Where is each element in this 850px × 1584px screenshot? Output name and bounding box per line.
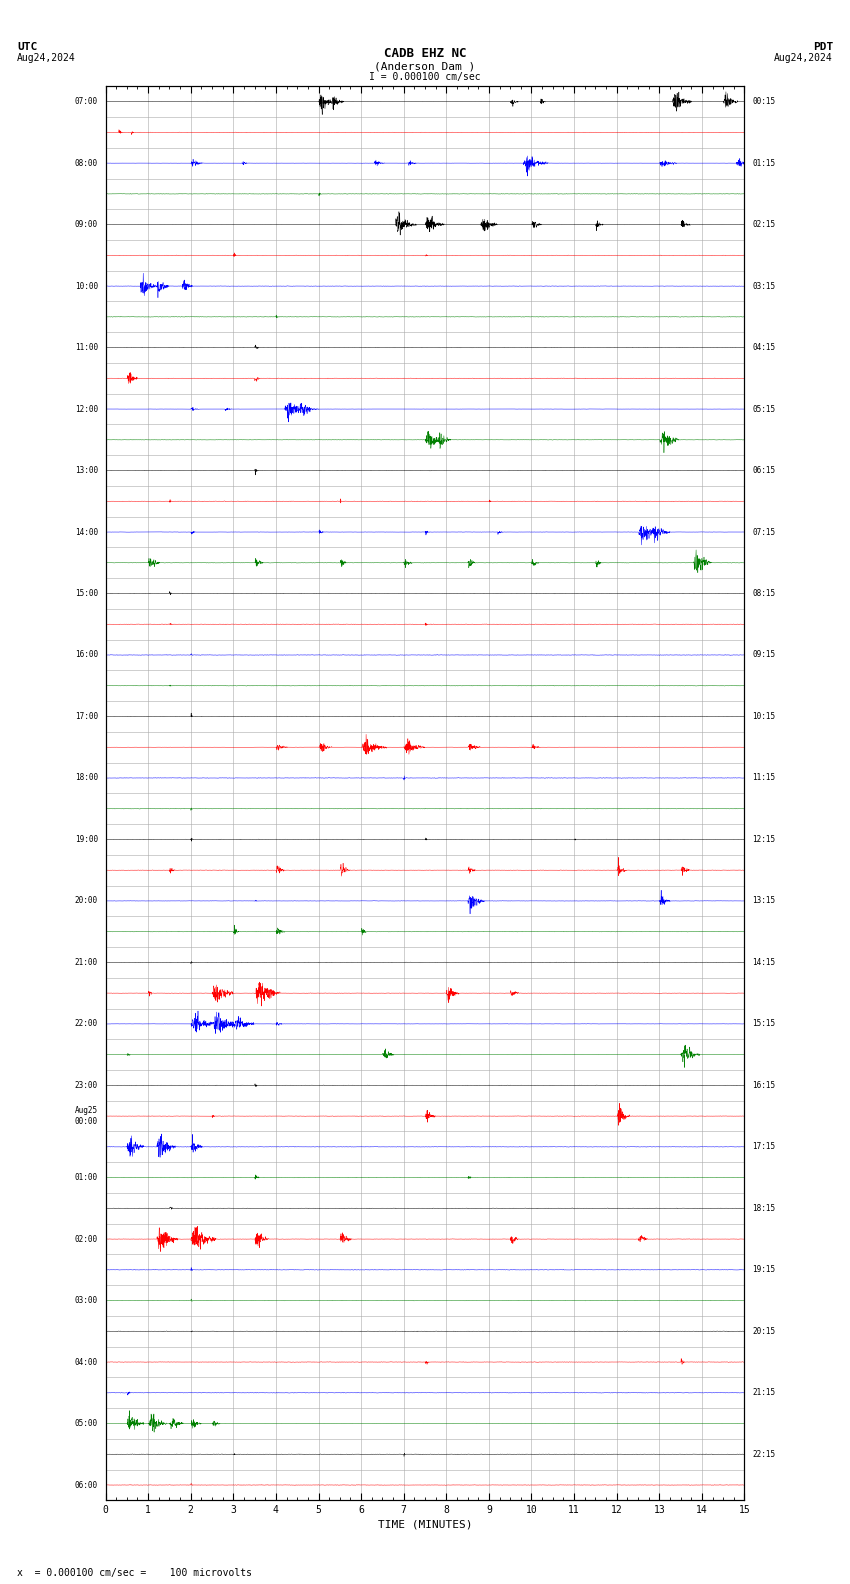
Text: 19:15: 19:15 xyxy=(752,1266,775,1274)
Text: I = 0.000100 cm/sec: I = 0.000100 cm/sec xyxy=(369,73,481,82)
Text: 17:15: 17:15 xyxy=(752,1142,775,1152)
Text: 04:00: 04:00 xyxy=(75,1357,98,1367)
Text: Aug24,2024: Aug24,2024 xyxy=(17,54,76,63)
X-axis label: TIME (MINUTES): TIME (MINUTES) xyxy=(377,1519,473,1530)
Text: 22:00: 22:00 xyxy=(75,1020,98,1028)
Text: 09:15: 09:15 xyxy=(752,651,775,659)
Text: 19:00: 19:00 xyxy=(75,835,98,844)
Text: 07:00: 07:00 xyxy=(75,97,98,106)
Text: 14:15: 14:15 xyxy=(752,958,775,966)
Text: 11:15: 11:15 xyxy=(752,773,775,782)
Text: 04:15: 04:15 xyxy=(752,344,775,352)
Text: 17:00: 17:00 xyxy=(75,711,98,721)
Text: 02:00: 02:00 xyxy=(75,1234,98,1243)
Text: 14:00: 14:00 xyxy=(75,527,98,537)
Text: 03:00: 03:00 xyxy=(75,1296,98,1305)
Text: (Anderson Dam ): (Anderson Dam ) xyxy=(374,62,476,71)
Text: 05:00: 05:00 xyxy=(75,1419,98,1429)
Text: 16:00: 16:00 xyxy=(75,651,98,659)
Text: 01:00: 01:00 xyxy=(75,1174,98,1182)
Text: 18:00: 18:00 xyxy=(75,773,98,782)
Text: 11:00: 11:00 xyxy=(75,344,98,352)
Text: 22:15: 22:15 xyxy=(752,1449,775,1459)
Text: 15:15: 15:15 xyxy=(752,1020,775,1028)
Text: 20:15: 20:15 xyxy=(752,1327,775,1335)
Text: 01:15: 01:15 xyxy=(752,158,775,168)
Text: 21:00: 21:00 xyxy=(75,958,98,966)
Text: 13:15: 13:15 xyxy=(752,897,775,906)
Text: Aug25
00:00: Aug25 00:00 xyxy=(75,1106,98,1126)
Text: 00:15: 00:15 xyxy=(752,97,775,106)
Text: 10:15: 10:15 xyxy=(752,711,775,721)
Text: 16:15: 16:15 xyxy=(752,1080,775,1090)
Text: 02:15: 02:15 xyxy=(752,220,775,230)
Text: 03:15: 03:15 xyxy=(752,282,775,290)
Text: CADB EHZ NC: CADB EHZ NC xyxy=(383,48,467,60)
Text: 12:15: 12:15 xyxy=(752,835,775,844)
Text: 20:00: 20:00 xyxy=(75,897,98,906)
Text: 06:00: 06:00 xyxy=(75,1481,98,1489)
Text: 09:00: 09:00 xyxy=(75,220,98,230)
Text: UTC: UTC xyxy=(17,43,37,52)
Text: 05:15: 05:15 xyxy=(752,404,775,413)
Text: PDT: PDT xyxy=(813,43,833,52)
Text: 15:00: 15:00 xyxy=(75,589,98,599)
Text: x  = 0.000100 cm/sec =    100 microvolts: x = 0.000100 cm/sec = 100 microvolts xyxy=(17,1568,252,1578)
Text: 13:00: 13:00 xyxy=(75,466,98,475)
Text: 23:00: 23:00 xyxy=(75,1080,98,1090)
Text: 10:00: 10:00 xyxy=(75,282,98,290)
Text: 21:15: 21:15 xyxy=(752,1388,775,1397)
Text: 06:15: 06:15 xyxy=(752,466,775,475)
Text: 08:00: 08:00 xyxy=(75,158,98,168)
Text: 18:15: 18:15 xyxy=(752,1204,775,1213)
Text: 12:00: 12:00 xyxy=(75,404,98,413)
Text: 07:15: 07:15 xyxy=(752,527,775,537)
Text: Aug24,2024: Aug24,2024 xyxy=(774,54,833,63)
Text: 08:15: 08:15 xyxy=(752,589,775,599)
